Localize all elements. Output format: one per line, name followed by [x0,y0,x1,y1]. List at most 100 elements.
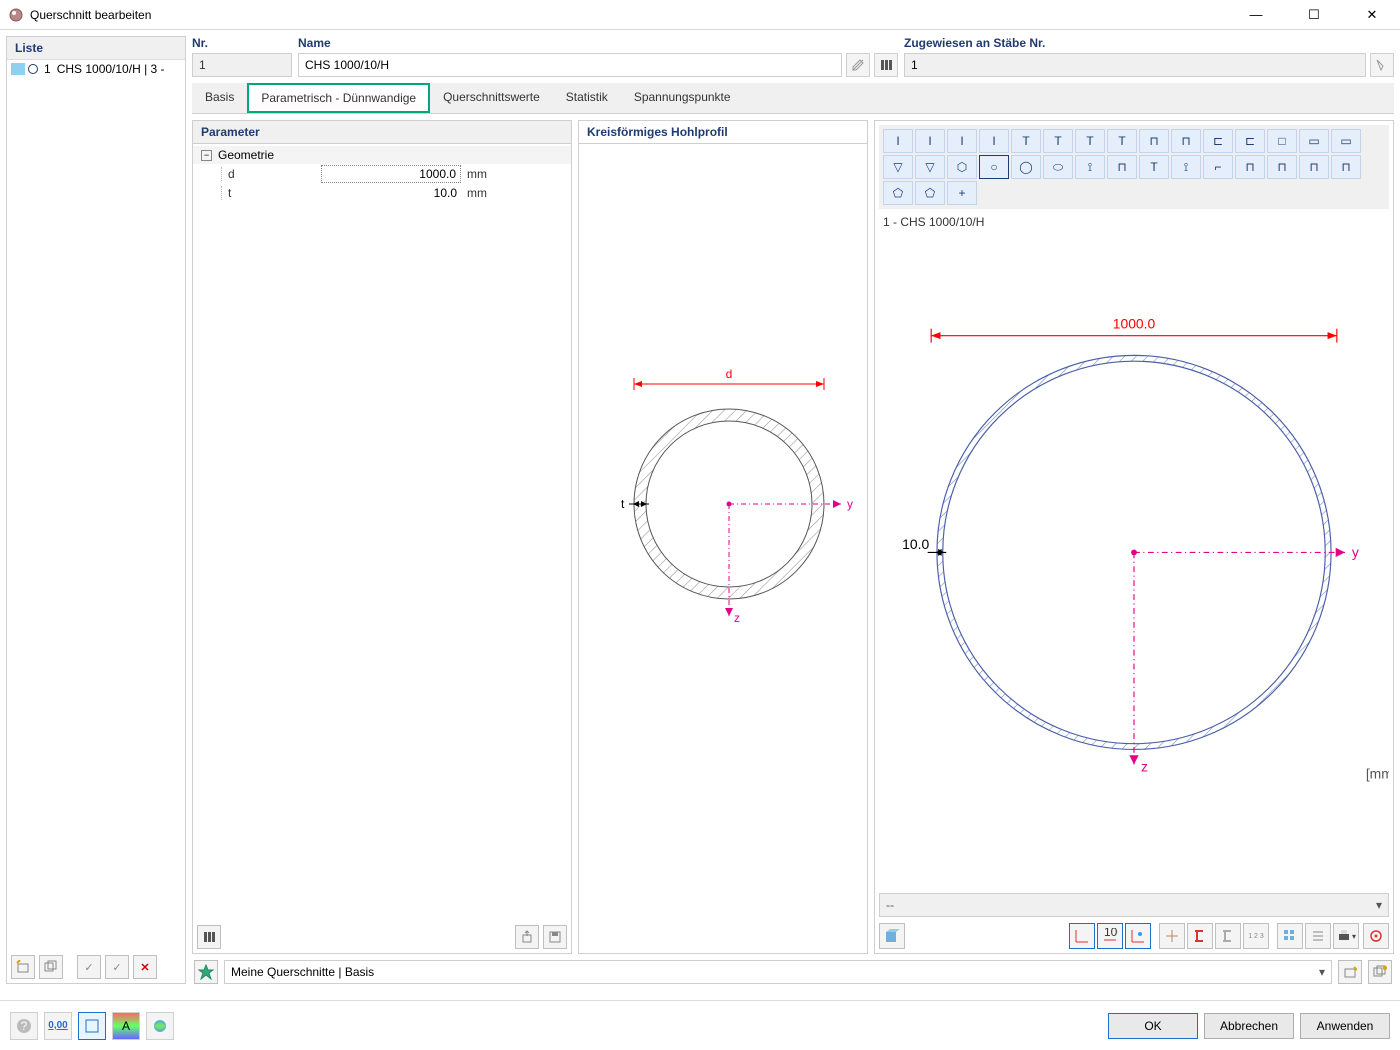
list-button[interactable] [1305,923,1331,949]
param-group-geometrie[interactable]: − Geometrie [193,146,571,164]
parameter-panel: Parameter − Geometrie d 1000.0 mm t 10.0 [192,120,572,954]
minimize-button[interactable]: — [1236,7,1276,22]
axes-button[interactable] [1069,923,1095,949]
tab-werte[interactable]: Querschnittswerte [430,83,553,113]
shape-18[interactable]: ○ [979,155,1009,179]
font-button[interactable]: A [112,1012,140,1040]
tool-btn-4[interactable]: ✓ [105,955,129,979]
shape-10[interactable]: ⊏ [1203,129,1233,153]
shape-15[interactable]: ▽ [883,155,913,179]
shape-29[interactable]: ⊓ [1331,155,1361,179]
edit-name-button[interactable] [846,53,870,77]
shape-1[interactable]: I [915,129,945,153]
shape-8[interactable]: ⊓ [1139,129,1169,153]
app-icon [8,7,24,23]
param-library-button[interactable] [197,925,221,949]
tab-spannung[interactable]: Spannungspunkte [621,83,744,113]
shape-0[interactable]: I [883,129,913,153]
tab-basis[interactable]: Basis [192,83,247,113]
param-save-button[interactable] [543,925,567,949]
shape-4[interactable]: T [1011,129,1041,153]
print-button[interactable]: ▾ [1333,923,1359,949]
shape-32[interactable]: + [947,181,977,205]
values-123-button[interactable]: 1 2 3 [1243,923,1269,949]
shape-27[interactable]: ⊓ [1267,155,1297,179]
liste-item-text: CHS 1000/10/H | 3 - [57,62,165,76]
shape-26[interactable]: ⊓ [1235,155,1265,179]
shape-28[interactable]: ⊓ [1299,155,1329,179]
tab-statistik[interactable]: Statistik [553,83,621,113]
maximize-button[interactable]: ☐ [1294,7,1334,23]
collapse-icon[interactable]: − [201,150,212,161]
stress-y-button[interactable] [1159,923,1185,949]
shape-2[interactable]: I [947,129,977,153]
name-field[interactable]: CHS 1000/10/H [298,53,842,77]
section-grey-button[interactable] [1215,923,1241,949]
svg-text:[mm]: [mm] [1366,765,1389,781]
svg-text:10.0: 10.0 [902,536,929,552]
tab-parametrisch[interactable]: Parametrisch - Dünnwandige [247,83,430,113]
shape-13[interactable]: ▭ [1299,129,1329,153]
grid-button[interactable] [1277,923,1303,949]
grid-axes-button[interactable] [1125,923,1151,949]
copy-section-button[interactable] [39,955,63,979]
svg-text:z: z [1141,758,1148,774]
param-row-d[interactable]: d 1000.0 mm [193,164,571,184]
dims-button[interactable]: 100 [1097,923,1123,949]
param-export-button[interactable] [515,925,539,949]
meine-copy-button[interactable] [1368,960,1392,984]
shape-20[interactable]: ⬭ [1043,155,1073,179]
shape-22[interactable]: ⊓ [1107,155,1137,179]
liste-item[interactable]: 1 CHS 1000/10/H | 3 - [7,60,185,78]
shape-25[interactable]: ⌐ [1203,155,1233,179]
close-button[interactable]: ✕ [1352,7,1392,23]
shape-23[interactable]: T [1139,155,1169,179]
pick-members-button[interactable] [1370,53,1394,77]
shape-24[interactable]: ⟟ [1171,155,1201,179]
right-strip-dropdown[interactable]: -- [879,893,1389,917]
ok-button[interactable]: OK [1108,1013,1198,1039]
shape-6[interactable]: T [1075,129,1105,153]
new-section-button[interactable] [11,955,35,979]
help-button[interactable]: ? [10,1012,38,1040]
param-row-t[interactable]: t 10.0 mm [193,184,571,202]
shape-19[interactable]: ◯ [1011,155,1041,179]
shape-17[interactable]: ⬡ [947,155,977,179]
shape-7[interactable]: T [1107,129,1137,153]
shape-5[interactable]: T [1043,129,1073,153]
cancel-button[interactable]: Abbrechen [1204,1013,1294,1039]
shape-11[interactable]: ⊏ [1235,129,1265,153]
meine-new-button[interactable] [1338,960,1362,984]
shape-14[interactable]: ▭ [1331,129,1361,153]
param-value-d[interactable]: 1000.0 [321,165,461,183]
nr-label: Nr. [192,36,292,53]
svg-text:1000.0: 1000.0 [1113,316,1156,332]
section-red-button[interactable] [1187,923,1213,949]
shape-30[interactable]: ⬠ [883,181,913,205]
preview-diagram: d t y [599,354,859,654]
globe-button[interactable] [146,1012,174,1040]
window-title: Querschnitt bearbeiten [30,8,1236,22]
shape-3[interactable]: I [979,129,1009,153]
units-button[interactable]: 0,00 [44,1012,72,1040]
shape-31[interactable]: ⬠ [915,181,945,205]
shape-9[interactable]: ⊓ [1171,129,1201,153]
tool-btn-3[interactable]: ✓ [77,955,101,979]
shape-16[interactable]: ▽ [915,155,945,179]
view-mode-button[interactable] [78,1012,106,1040]
svg-text:z: z [734,611,740,625]
shape-12[interactable]: □ [1267,129,1297,153]
delete-button[interactable]: ✕ [133,955,157,979]
target-button[interactable] [1363,923,1389,949]
param-value-t[interactable]: 10.0 [321,185,461,201]
svg-text:100: 100 [1104,928,1118,939]
meine-dropdown[interactable]: Meine Querschnitte | Basis [224,960,1332,984]
liste-label: Liste [7,37,185,60]
view-3d-button[interactable] [879,923,905,949]
favorite-button[interactable] [194,960,218,984]
section-label: 1 - CHS 1000/10/H [879,209,1389,235]
library-button[interactable] [874,53,898,77]
svg-text:d: d [726,367,733,381]
apply-button[interactable]: Anwenden [1300,1013,1390,1039]
shape-21[interactable]: ⟟ [1075,155,1105,179]
